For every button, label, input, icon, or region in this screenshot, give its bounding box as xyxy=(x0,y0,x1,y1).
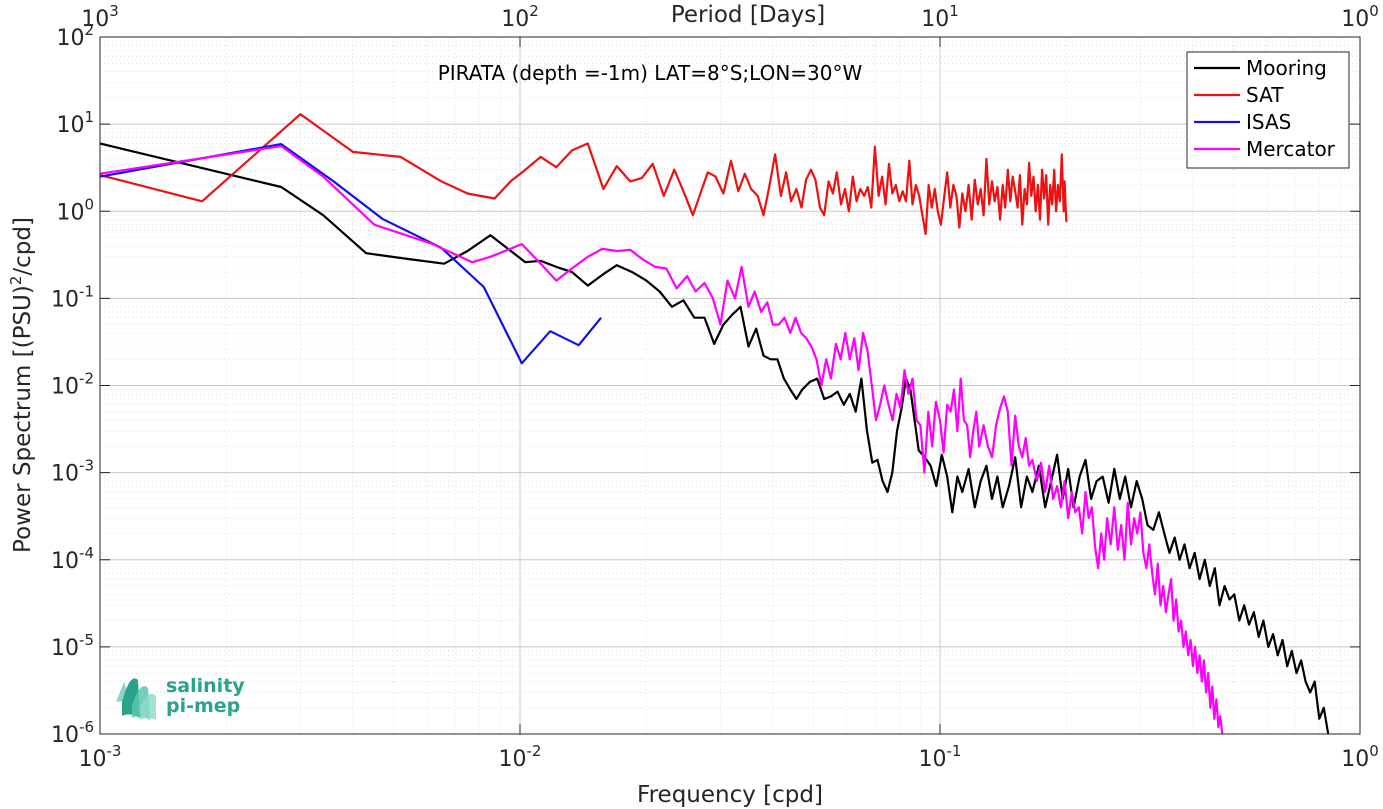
grid xyxy=(99,36,1361,735)
y-tick-label: 10-2 xyxy=(51,370,94,400)
x-axis-label: Frequency [cpd] xyxy=(637,782,823,808)
series-line-mooring xyxy=(100,142,1330,734)
y-tick-label: 100 xyxy=(56,195,94,225)
logo-text-pi-mep: pi-mep xyxy=(166,695,240,717)
top-tick-label: 100 xyxy=(1341,2,1379,32)
x-tick-label: 100 xyxy=(1341,742,1379,772)
series-line-mercator xyxy=(100,145,1224,734)
top-tick-label: 103 xyxy=(81,2,119,32)
salinity-pi-mep-logo: salinity pi-mep xyxy=(116,675,245,720)
y-axis-label-suffix: /cpd] xyxy=(10,217,36,276)
chart-title: PIRATA (depth =-1m) LAT=8°S;LON=30°W xyxy=(438,61,863,85)
y-tick-label: 10-4 xyxy=(51,544,94,574)
legend-label-mooring: Mooring xyxy=(1246,56,1327,80)
x-tick-label: 10-2 xyxy=(499,742,542,772)
legend-label-sat: SAT xyxy=(1246,83,1284,107)
y-tick-label: 10-6 xyxy=(51,718,94,748)
y-tick-label: 102 xyxy=(56,21,94,51)
legend: Mooring SAT ISAS Mercator xyxy=(1186,51,1350,169)
x-tick-label: 10-3 xyxy=(79,742,122,772)
series-line-isas xyxy=(100,143,602,365)
top-tick-label: 101 xyxy=(921,2,959,32)
y-axis-label-sup: 2 xyxy=(7,276,25,286)
y-tick-label: 101 xyxy=(56,108,94,138)
series-group xyxy=(100,113,1330,734)
y-axis-label-main: Power Spectrum [(PSU) xyxy=(10,285,36,553)
legend-label-mercator: Mercator xyxy=(1246,137,1336,161)
y-tick-label: 10-5 xyxy=(51,631,94,661)
top-tick-label: 102 xyxy=(501,2,539,32)
tick-marks xyxy=(99,36,1361,735)
top-axis-label: Period [Days] xyxy=(671,2,825,28)
y-axis-label: Power Spectrum [(PSU)2/cpd] xyxy=(7,217,36,553)
x-tick-label: 10-1 xyxy=(919,742,962,772)
series-line-sat xyxy=(100,113,1068,235)
logo-wave-icon xyxy=(140,693,156,720)
y-tick-label: 10-1 xyxy=(51,282,94,312)
legend-label-isas: ISAS xyxy=(1246,110,1291,134)
y-tick-label: 10-3 xyxy=(51,457,94,487)
logo-text-salinity: salinity xyxy=(166,675,245,697)
